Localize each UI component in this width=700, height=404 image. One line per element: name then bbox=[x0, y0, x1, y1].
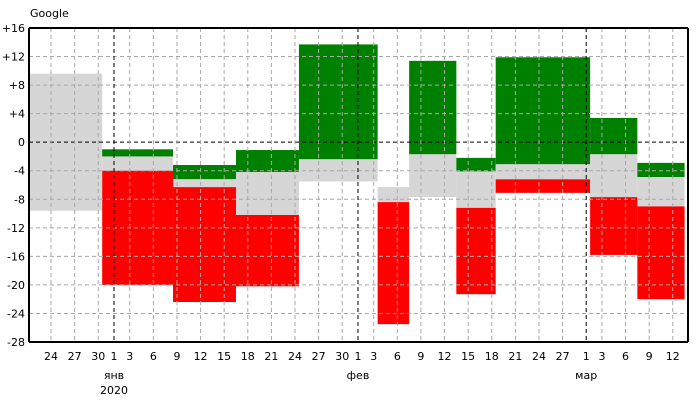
y-tick-label: +16 bbox=[2, 22, 25, 35]
bar-2-up-segment bbox=[173, 165, 236, 180]
bar-5-down-segment bbox=[377, 202, 410, 325]
chart-title: Google bbox=[30, 7, 69, 20]
y-tick-label: +8 bbox=[9, 79, 25, 92]
x-tick-label: 12 bbox=[194, 350, 208, 363]
bar-3-up-segment bbox=[235, 150, 299, 173]
bar-8-up-segment bbox=[495, 57, 591, 165]
month-label: фев bbox=[347, 369, 370, 382]
x-tick-label: 1 bbox=[583, 350, 590, 363]
bar-3-down-segment bbox=[235, 214, 299, 287]
bar-8-range-segment bbox=[495, 164, 591, 180]
y-tick-label: +4 bbox=[9, 108, 25, 121]
bar-10-up-segment bbox=[637, 162, 685, 178]
y-tick-label: +12 bbox=[2, 51, 25, 64]
x-tick-label: 27 bbox=[556, 350, 570, 363]
bar-7-range-segment bbox=[456, 171, 496, 208]
bar-9-range-segment bbox=[590, 154, 638, 198]
x-tick-label: 24 bbox=[288, 350, 302, 363]
y-tick-label: -12 bbox=[7, 222, 25, 235]
bar-5-range-segment bbox=[377, 187, 410, 203]
month-label: янв bbox=[104, 369, 124, 382]
y-tick-label: -28 bbox=[7, 336, 25, 349]
x-tick-label: 9 bbox=[173, 350, 180, 363]
year-label: 2020 bbox=[100, 384, 128, 397]
x-tick-label: 24 bbox=[44, 350, 58, 363]
bar-6-up-segment bbox=[409, 60, 457, 155]
bar-9-up-segment bbox=[590, 117, 638, 155]
bar-1-range-segment bbox=[102, 156, 174, 171]
x-tick-label: 21 bbox=[264, 350, 278, 363]
x-tick-label: 6 bbox=[394, 350, 401, 363]
bar-4-up-segment bbox=[298, 44, 378, 160]
x-tick-label: 6 bbox=[622, 350, 629, 363]
x-tick-label: 15 bbox=[217, 350, 231, 363]
x-tick-label: 3 bbox=[126, 350, 133, 363]
x-tick-label: 9 bbox=[417, 350, 424, 363]
x-tick-label: 18 bbox=[485, 350, 499, 363]
y-tick-label: -20 bbox=[7, 279, 25, 292]
x-tick-label: 30 bbox=[335, 350, 349, 363]
y-tick-label: -8 bbox=[14, 193, 25, 206]
x-tick-label: 30 bbox=[91, 350, 105, 363]
x-tick-label: 24 bbox=[532, 350, 546, 363]
y-tick-label: -24 bbox=[7, 307, 25, 320]
x-tick-label: 27 bbox=[68, 350, 82, 363]
month-label: мар bbox=[575, 369, 597, 382]
bar-7-down-segment bbox=[456, 207, 496, 295]
bar-2-range-segment bbox=[173, 179, 236, 188]
bar-10-range-segment bbox=[637, 177, 685, 207]
y-tick-label: -16 bbox=[7, 250, 25, 263]
bar-1-up-segment bbox=[102, 149, 174, 157]
x-tick-label: 3 bbox=[370, 350, 377, 363]
x-tick-label: 1 bbox=[354, 350, 361, 363]
x-tick-label: 3 bbox=[598, 350, 605, 363]
y-tick-label: -4 bbox=[14, 165, 25, 178]
x-tick-label: 12 bbox=[666, 350, 680, 363]
x-tick-label: 6 bbox=[150, 350, 157, 363]
x-tick-label: 12 bbox=[438, 350, 452, 363]
x-tick-label: 27 bbox=[312, 350, 326, 363]
bar-9-down-segment bbox=[590, 197, 638, 255]
x-tick-label: 21 bbox=[508, 350, 522, 363]
x-tick-label: 1 bbox=[111, 350, 118, 363]
bar-8-down-segment bbox=[495, 179, 591, 193]
x-tick-label: 18 bbox=[241, 350, 255, 363]
x-tick-label: 15 bbox=[461, 350, 475, 363]
bar-2-down-segment bbox=[173, 187, 236, 303]
bar-10-down-segment bbox=[637, 206, 685, 300]
x-tick-label: 9 bbox=[646, 350, 653, 363]
bar-6-range-segment bbox=[409, 154, 457, 198]
bar-3-range-segment bbox=[235, 172, 299, 215]
y-tick-label: 0 bbox=[18, 136, 25, 149]
bar-7-up-segment bbox=[456, 157, 496, 172]
